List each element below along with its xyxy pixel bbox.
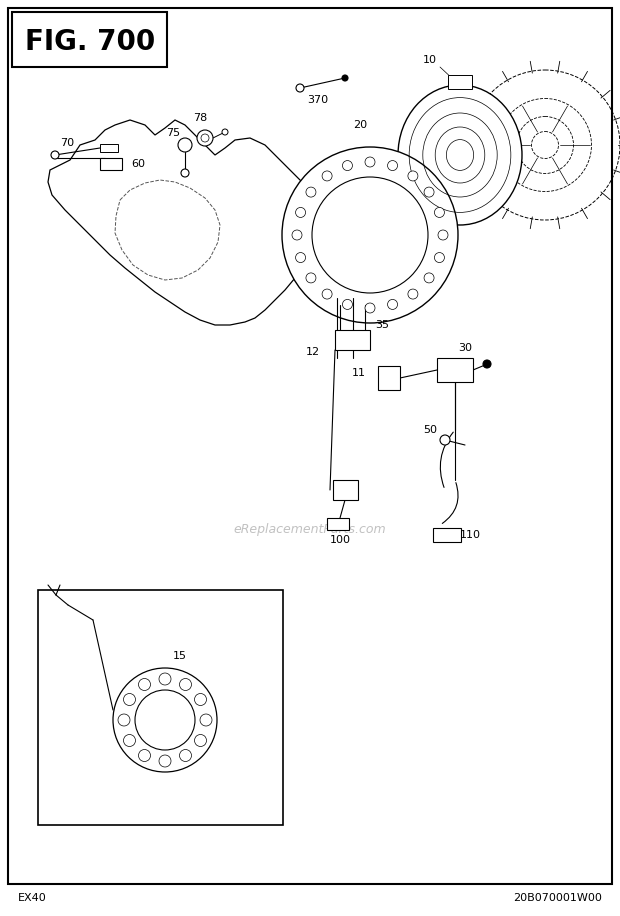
Circle shape bbox=[408, 171, 418, 181]
Circle shape bbox=[159, 673, 171, 685]
Circle shape bbox=[483, 360, 491, 368]
Text: 60: 60 bbox=[131, 159, 145, 169]
Circle shape bbox=[424, 187, 434, 197]
Circle shape bbox=[438, 230, 448, 240]
Text: 75: 75 bbox=[166, 128, 180, 138]
Circle shape bbox=[322, 289, 332, 299]
Bar bbox=[100, 144, 118, 152]
Text: EX40: EX40 bbox=[18, 893, 46, 903]
Text: eReplacementParts.com: eReplacementParts.com bbox=[234, 524, 386, 537]
Circle shape bbox=[123, 735, 136, 747]
Text: 10: 10 bbox=[423, 55, 437, 65]
Text: 20B070001W00: 20B070001W00 bbox=[513, 893, 602, 903]
Bar bbox=[327, 518, 349, 530]
Circle shape bbox=[51, 151, 59, 159]
Circle shape bbox=[365, 157, 375, 167]
Bar bbox=[378, 366, 400, 390]
Circle shape bbox=[282, 147, 458, 323]
Circle shape bbox=[200, 714, 212, 726]
Circle shape bbox=[222, 129, 228, 135]
Circle shape bbox=[388, 160, 397, 170]
Circle shape bbox=[435, 207, 445, 217]
Circle shape bbox=[306, 187, 316, 197]
Circle shape bbox=[516, 116, 574, 173]
Circle shape bbox=[138, 749, 151, 761]
Text: 110: 110 bbox=[460, 530, 481, 540]
Circle shape bbox=[312, 177, 428, 293]
Circle shape bbox=[440, 435, 450, 445]
Text: 50: 50 bbox=[423, 425, 437, 435]
Ellipse shape bbox=[398, 85, 522, 225]
Circle shape bbox=[470, 70, 620, 220]
Bar bbox=[433, 528, 461, 542]
Circle shape bbox=[180, 749, 192, 761]
Circle shape bbox=[178, 138, 192, 152]
Circle shape bbox=[531, 132, 559, 158]
Text: 12: 12 bbox=[306, 347, 320, 357]
Circle shape bbox=[195, 735, 206, 747]
Circle shape bbox=[424, 273, 434, 283]
Circle shape bbox=[342, 160, 352, 170]
Circle shape bbox=[342, 75, 348, 81]
Circle shape bbox=[296, 207, 306, 217]
Bar bbox=[38, 590, 283, 825]
Text: 35: 35 bbox=[375, 320, 389, 330]
Bar bbox=[335, 330, 370, 350]
Text: 78: 78 bbox=[193, 113, 207, 123]
Circle shape bbox=[306, 273, 316, 283]
Circle shape bbox=[159, 755, 171, 767]
Circle shape bbox=[118, 714, 130, 726]
Circle shape bbox=[342, 300, 352, 310]
Circle shape bbox=[181, 169, 189, 177]
Bar bbox=[333, 480, 358, 500]
Circle shape bbox=[498, 99, 591, 191]
Circle shape bbox=[201, 134, 209, 142]
Text: 15: 15 bbox=[173, 651, 187, 661]
Polygon shape bbox=[48, 120, 320, 325]
Circle shape bbox=[296, 84, 304, 92]
Circle shape bbox=[292, 230, 302, 240]
Text: 20: 20 bbox=[353, 120, 367, 130]
Circle shape bbox=[123, 693, 136, 705]
Bar bbox=[437, 358, 473, 382]
Bar bbox=[100, 158, 122, 170]
FancyBboxPatch shape bbox=[12, 12, 167, 67]
Circle shape bbox=[180, 679, 192, 691]
Text: 370: 370 bbox=[308, 95, 329, 105]
Text: 100: 100 bbox=[329, 535, 350, 545]
Circle shape bbox=[408, 289, 418, 299]
Circle shape bbox=[435, 253, 445, 263]
Text: 70: 70 bbox=[60, 138, 74, 148]
Text: 11: 11 bbox=[352, 368, 366, 378]
Circle shape bbox=[365, 303, 375, 313]
Polygon shape bbox=[115, 180, 220, 280]
Text: FIG. 700: FIG. 700 bbox=[25, 28, 155, 56]
Circle shape bbox=[113, 668, 217, 772]
Bar bbox=[448, 75, 472, 89]
Circle shape bbox=[195, 693, 206, 705]
Circle shape bbox=[197, 130, 213, 146]
Circle shape bbox=[322, 171, 332, 181]
Circle shape bbox=[138, 679, 151, 691]
Text: 30: 30 bbox=[458, 343, 472, 353]
Circle shape bbox=[296, 253, 306, 263]
Circle shape bbox=[135, 690, 195, 750]
Circle shape bbox=[388, 300, 397, 310]
